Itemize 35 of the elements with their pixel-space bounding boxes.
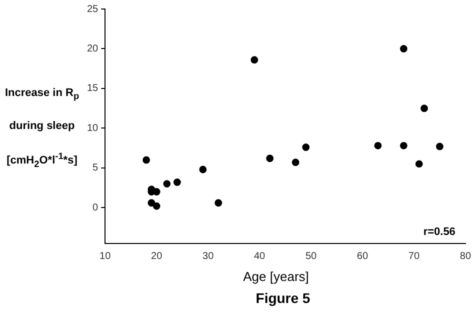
- point: [214, 199, 222, 207]
- point: [250, 56, 258, 64]
- y-tick-label: 20: [87, 43, 99, 54]
- x-tick-label: 30: [202, 251, 214, 262]
- text: Figure 5: [254, 290, 312, 306]
- point: [302, 144, 310, 151]
- point: [400, 45, 408, 52]
- x-tick-label: 40: [254, 251, 266, 262]
- point: [400, 142, 408, 150]
- text: Increase in R$_{p}$ during sleep [cmH$_{2}$O*l$^{-1}$*s]: [4, 87, 80, 170]
- point: [292, 158, 300, 166]
- x-axis-title: Age [years]: [243, 268, 309, 284]
- point: [173, 178, 181, 186]
- point: [148, 199, 156, 207]
- point: [436, 142, 444, 150]
- point: [415, 160, 423, 168]
- point: [152, 202, 160, 210]
- x-tick-label: 10: [100, 251, 112, 262]
- x-tick-label: 80: [460, 251, 472, 262]
- point: [163, 180, 171, 188]
- point: [420, 104, 428, 112]
- x-tick-label: 60: [356, 251, 368, 262]
- point: [374, 142, 382, 150]
- annotation: r=0.56: [423, 226, 456, 238]
- y-tick-label: 10: [87, 122, 99, 134]
- x-tick-label: 70: [408, 251, 420, 262]
- point: [199, 166, 207, 174]
- point: [266, 154, 274, 162]
- y-tick-label: 0: [92, 202, 99, 214]
- y-tick-label: 15: [87, 83, 99, 94]
- y-tick-label: 25: [87, 4, 99, 15]
- x-tick-label: 20: [151, 251, 163, 262]
- x-tick-label: 50: [305, 251, 318, 262]
- y-tick-label: 5: [92, 162, 99, 174]
- point: [142, 156, 150, 164]
